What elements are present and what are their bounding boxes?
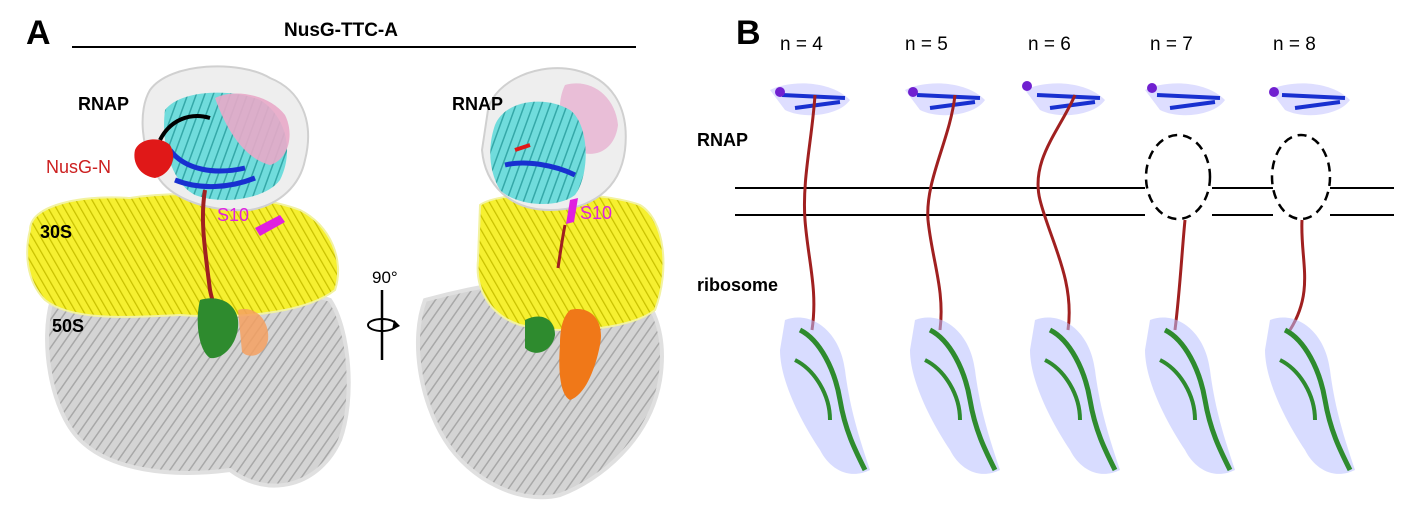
panel-b-letter: B: [736, 14, 761, 52]
left-rnap-pink: [215, 93, 290, 165]
left-structure: [26, 65, 351, 488]
rotation-arrow-icon: [367, 290, 400, 360]
right-rnap-label: RNAP: [452, 94, 504, 114]
right-rnap-cyan: [490, 101, 586, 205]
nusg-n-label: NusG-N: [46, 157, 112, 177]
panel-a-letter: A: [26, 14, 51, 52]
left-nusg-n: [134, 139, 174, 178]
left-rnap-label: RNAP: [78, 94, 130, 114]
left-s10: [255, 215, 285, 236]
n-label-4: n = 4: [780, 34, 823, 55]
rotation-label: 90°: [372, 268, 398, 287]
n-label-5: n = 5: [905, 34, 948, 55]
left-s10-label: S10: [217, 205, 250, 225]
panel-a-artwork: [26, 46, 665, 500]
n-label-6: n = 6: [1028, 34, 1071, 55]
structure-n8: [1265, 83, 1355, 474]
n-label-7: n = 7: [1150, 34, 1193, 55]
structure-n7: [1144, 83, 1235, 474]
left-trna-orange: [238, 309, 269, 356]
right-trna-green: [525, 316, 555, 353]
left-30s-subunit: [26, 193, 340, 318]
left-trna-green: [197, 298, 239, 359]
n-label-8: n = 8: [1273, 34, 1316, 55]
s50-label: 50S: [52, 316, 85, 336]
structure-n6: [1022, 81, 1120, 474]
right-s10: [566, 198, 578, 224]
panel-a-title: NusG-TTC-A: [284, 20, 398, 41]
right-s10-label: S10: [580, 203, 613, 223]
panel-b-rnap-label: RNAP: [697, 130, 749, 150]
s30-label: 30S: [40, 222, 73, 242]
structure-n4: [770, 83, 870, 474]
left-dna: [168, 148, 256, 189]
panel-b-ribosome-label: ribosome: [697, 275, 779, 295]
right-dna: [504, 160, 577, 178]
right-mrna: [556, 224, 567, 269]
gap-ellipse-n8: [1270, 133, 1332, 221]
gap-ellipse-n7: [1144, 133, 1212, 221]
structure-n5: [905, 83, 1000, 474]
right-structure: [415, 67, 665, 500]
right-trna-orange: [559, 309, 601, 400]
